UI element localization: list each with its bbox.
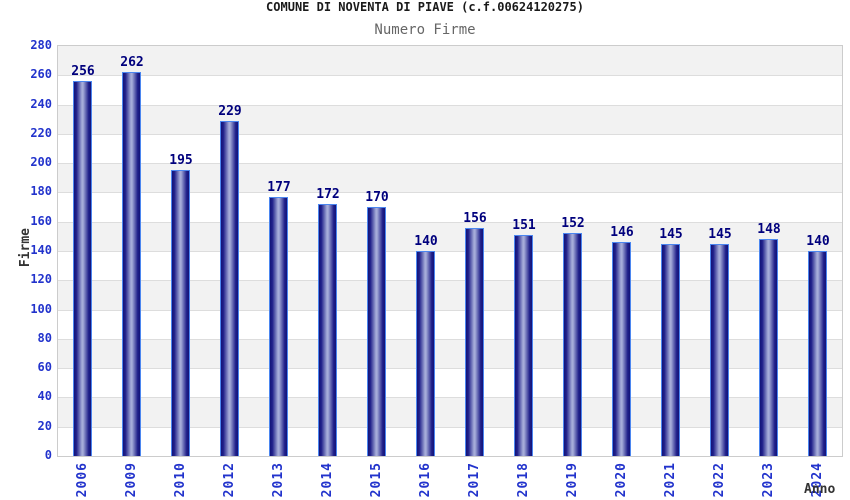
bar-value-label: 156 xyxy=(463,211,487,226)
bar xyxy=(612,242,631,456)
grid-line xyxy=(58,280,842,282)
x-tick-label: 2010 xyxy=(173,462,188,498)
bar-value-label: 172 xyxy=(316,187,340,202)
y-tick-label: 120 xyxy=(30,272,52,287)
x-tick-label: 2014 xyxy=(320,462,335,498)
y-tick-label: 160 xyxy=(30,213,52,228)
grid-line xyxy=(58,221,842,223)
x-tick-label: 2019 xyxy=(565,462,580,498)
bar-value-label: 170 xyxy=(365,190,389,205)
grid-band xyxy=(58,104,842,134)
bar-value-label: 152 xyxy=(561,216,585,231)
bar xyxy=(269,197,288,456)
y-tick-label: 260 xyxy=(30,67,52,82)
bar xyxy=(318,204,337,456)
y-tick-label: 200 xyxy=(30,155,52,170)
grid-band xyxy=(58,75,842,105)
bar-value-label: 229 xyxy=(218,104,242,119)
bar xyxy=(808,251,827,456)
bar xyxy=(465,228,484,456)
y-tick-label: 60 xyxy=(37,360,52,375)
bar xyxy=(710,244,729,456)
x-tick-label: 2016 xyxy=(418,462,433,498)
x-tick-label: 2015 xyxy=(369,462,384,498)
x-tick-label: 2018 xyxy=(516,462,531,498)
y-tick-label: 20 xyxy=(37,418,52,433)
y-tick-label: 240 xyxy=(30,96,52,111)
y-tick-label: 80 xyxy=(37,330,52,345)
bar-value-label: 146 xyxy=(610,225,634,240)
bar-value-label: 151 xyxy=(512,218,536,233)
bar xyxy=(416,251,435,456)
bar xyxy=(759,239,778,456)
bar-value-label: 262 xyxy=(120,55,144,70)
bar xyxy=(171,170,190,456)
grid-line xyxy=(58,397,842,399)
grid-line xyxy=(58,163,842,165)
bar-value-label: 145 xyxy=(708,227,732,242)
x-tick-label: 2017 xyxy=(467,462,482,498)
y-tick-label: 100 xyxy=(30,301,52,316)
grid-line xyxy=(58,133,842,135)
y-tick-label: 280 xyxy=(30,38,52,52)
y-tick-label: 0 xyxy=(44,448,52,462)
chart-subtitle: Numero Firme xyxy=(374,22,476,38)
x-tick-label: 2020 xyxy=(614,462,629,498)
x-tick-label: 2006 xyxy=(75,462,90,498)
chart-title: COMUNE DI NOVENTA DI PIAVE (c.f.00624120… xyxy=(266,0,584,14)
bar-value-label: 140 xyxy=(806,234,830,249)
grid-band xyxy=(58,46,842,76)
grid-line xyxy=(58,75,842,77)
bar xyxy=(563,233,582,456)
bar xyxy=(514,235,533,456)
grid-line xyxy=(58,338,842,340)
y-tick-label: 180 xyxy=(30,184,52,199)
x-tick-label: 2022 xyxy=(712,462,727,498)
y-tick-label: 40 xyxy=(37,389,52,404)
y-tick-label: 140 xyxy=(30,243,52,257)
bar xyxy=(73,81,92,456)
bar-value-label: 177 xyxy=(267,180,291,195)
bar-value-label: 256 xyxy=(71,64,95,79)
grid-line xyxy=(58,251,842,252)
x-axis-title: Anno xyxy=(804,482,836,497)
bar xyxy=(122,72,141,456)
y-tick-label: 220 xyxy=(30,125,52,140)
grid-line xyxy=(58,426,842,428)
x-tick-label: 2009 xyxy=(124,462,139,498)
x-tick-label: 2012 xyxy=(222,462,237,498)
bar-value-label: 145 xyxy=(659,227,683,242)
bar-value-label: 148 xyxy=(757,222,781,237)
bar xyxy=(661,244,680,456)
bar-value-label: 195 xyxy=(169,153,193,168)
grid-line xyxy=(58,309,842,311)
grid-line xyxy=(58,368,842,370)
grid-band xyxy=(58,133,842,164)
grid-line xyxy=(58,104,842,106)
x-tick-label: 2023 xyxy=(761,462,776,498)
x-tick-label: 2013 xyxy=(271,462,286,498)
bar xyxy=(220,121,239,456)
grid-line xyxy=(58,192,842,194)
x-tick-label: 2021 xyxy=(663,462,678,498)
bar xyxy=(367,207,386,456)
bar-value-label: 140 xyxy=(414,234,438,249)
